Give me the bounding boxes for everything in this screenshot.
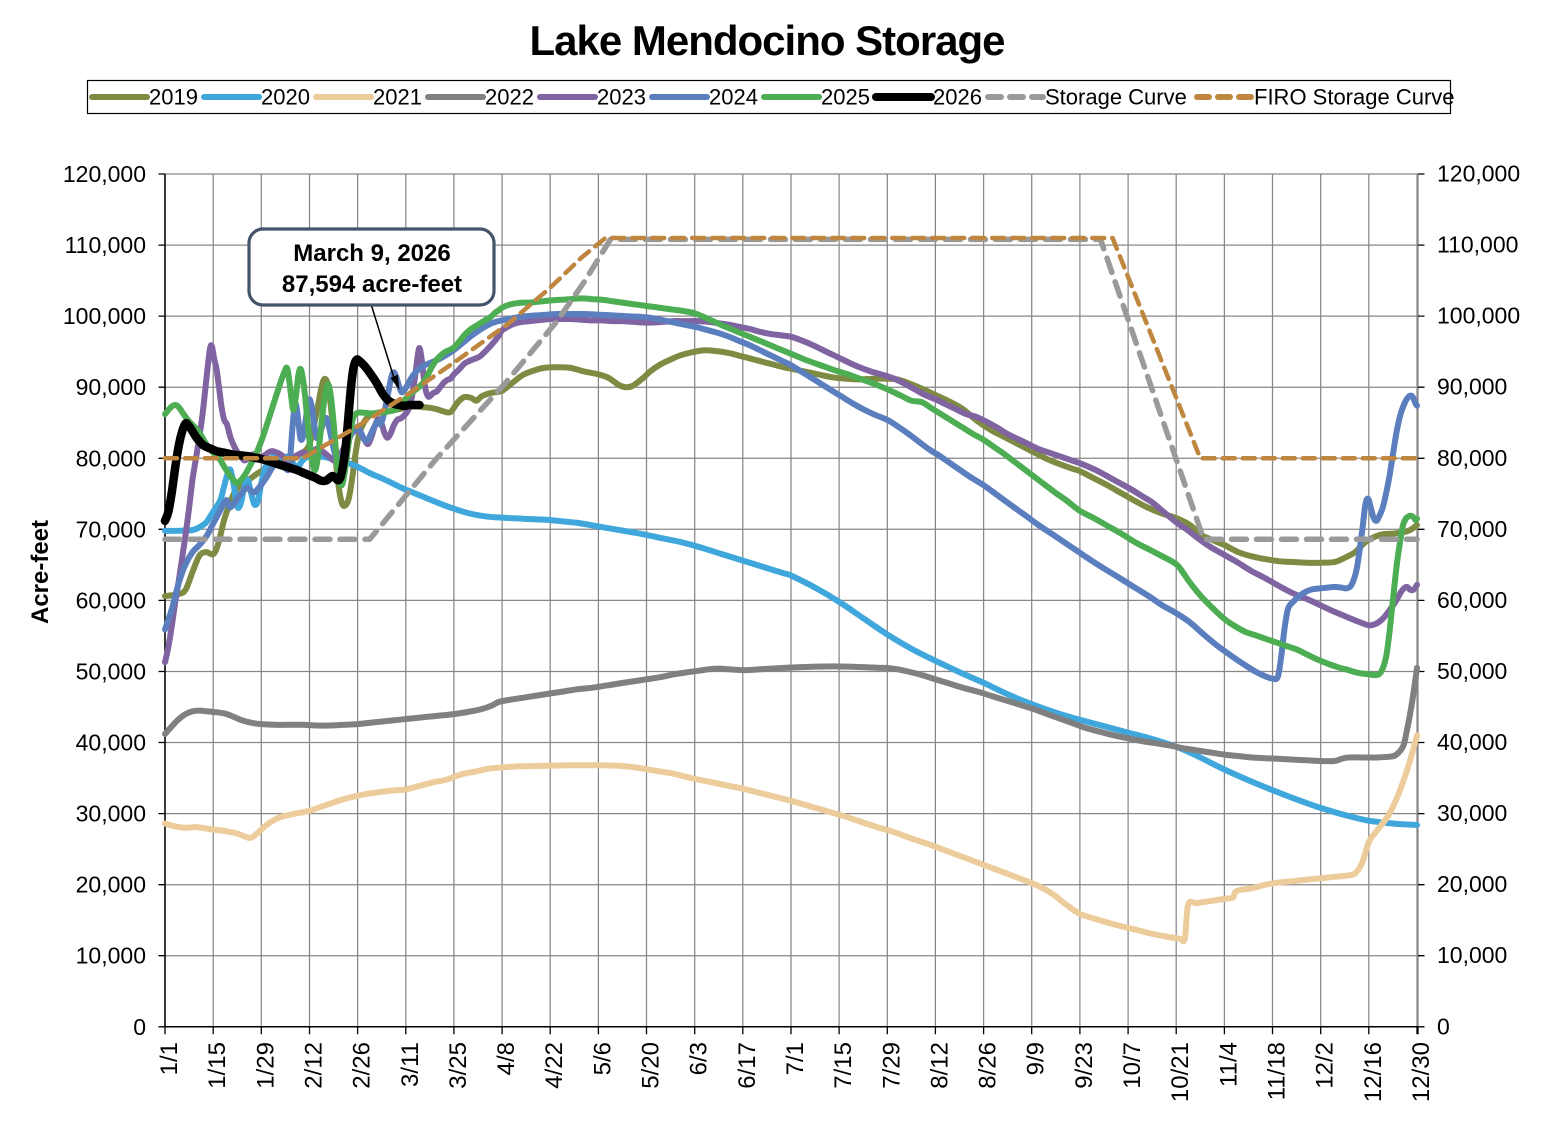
svg-text:110,000: 110,000 [1437, 232, 1518, 258]
svg-text:30,000: 30,000 [76, 801, 146, 827]
svg-text:3/25: 3/25 [445, 1042, 472, 1089]
svg-text:50,000: 50,000 [1437, 658, 1507, 684]
svg-text:2019: 2019 [149, 85, 198, 110]
svg-text:80,000: 80,000 [76, 445, 146, 471]
svg-text:12/2: 12/2 [1312, 1042, 1339, 1089]
svg-text:Lake Mendocino Storage: Lake Mendocino Storage [529, 17, 1004, 64]
svg-text:40,000: 40,000 [76, 730, 146, 756]
svg-text:120,000: 120,000 [1437, 161, 1520, 187]
svg-text:FIRO Storage Curve: FIRO Storage Curve [1254, 85, 1455, 110]
svg-text:2025: 2025 [821, 85, 870, 110]
svg-text:12/30: 12/30 [1408, 1042, 1435, 1102]
svg-text:120,000: 120,000 [63, 161, 146, 187]
svg-text:87,594 acre-feet: 87,594 acre-feet [282, 271, 462, 298]
svg-text:2/26: 2/26 [349, 1042, 376, 1089]
svg-text:11/18: 11/18 [1264, 1042, 1291, 1100]
svg-text:1/15: 1/15 [204, 1042, 231, 1089]
svg-text:11/4: 11/4 [1215, 1042, 1242, 1087]
svg-text:60,000: 60,000 [76, 587, 146, 613]
svg-text:70,000: 70,000 [76, 516, 146, 542]
svg-text:100,000: 100,000 [1437, 303, 1520, 329]
svg-text:0: 0 [1437, 1013, 1450, 1039]
svg-text:10,000: 10,000 [76, 943, 146, 969]
svg-text:2022: 2022 [485, 85, 534, 110]
svg-text:4/8: 4/8 [493, 1042, 520, 1075]
svg-text:2023: 2023 [597, 85, 646, 110]
svg-text:2020: 2020 [261, 85, 310, 110]
svg-text:40,000: 40,000 [1437, 729, 1507, 755]
svg-text:Storage Curve: Storage Curve [1045, 85, 1187, 110]
svg-text:4/22: 4/22 [541, 1042, 568, 1089]
svg-text:70,000: 70,000 [1437, 516, 1507, 542]
svg-text:10/7: 10/7 [1119, 1042, 1146, 1089]
svg-text:5/6: 5/6 [589, 1042, 616, 1075]
svg-text:0: 0 [133, 1014, 146, 1040]
svg-text:2/12: 2/12 [301, 1042, 328, 1089]
svg-text:10,000: 10,000 [1437, 942, 1507, 968]
svg-text:20,000: 20,000 [76, 872, 146, 898]
svg-text:8/26: 8/26 [975, 1042, 1002, 1089]
svg-text:60,000: 60,000 [1437, 587, 1507, 613]
svg-text:Acre-feet: Acre-feet [27, 520, 54, 624]
svg-text:7/29: 7/29 [878, 1042, 905, 1089]
svg-text:5/20: 5/20 [638, 1042, 665, 1089]
svg-text:12/16: 12/16 [1360, 1042, 1387, 1102]
svg-text:March 9, 2026: March 9, 2026 [293, 240, 450, 267]
svg-text:100,000: 100,000 [63, 303, 146, 329]
svg-text:10/21: 10/21 [1167, 1042, 1194, 1102]
svg-text:1/29: 1/29 [252, 1042, 279, 1089]
svg-text:9/23: 9/23 [1071, 1042, 1098, 1089]
svg-text:6/3: 6/3 [686, 1042, 713, 1075]
svg-text:3/11: 3/11 [397, 1042, 424, 1087]
svg-text:9/9: 9/9 [1023, 1042, 1050, 1075]
svg-text:50,000: 50,000 [76, 659, 146, 685]
svg-text:80,000: 80,000 [1437, 445, 1507, 471]
svg-text:2021: 2021 [373, 85, 422, 110]
svg-text:2024: 2024 [709, 85, 758, 110]
svg-text:90,000: 90,000 [76, 374, 146, 400]
svg-text:2026: 2026 [933, 85, 982, 110]
svg-text:1/1: 1/1 [156, 1042, 183, 1075]
svg-text:8/12: 8/12 [926, 1042, 953, 1089]
svg-text:7/15: 7/15 [830, 1042, 857, 1089]
svg-text:90,000: 90,000 [1437, 374, 1507, 400]
svg-text:6/17: 6/17 [734, 1042, 761, 1089]
svg-text:7/1: 7/1 [782, 1042, 809, 1075]
svg-text:20,000: 20,000 [1437, 871, 1507, 897]
svg-text:30,000: 30,000 [1437, 800, 1507, 826]
svg-text:110,000: 110,000 [65, 232, 146, 258]
